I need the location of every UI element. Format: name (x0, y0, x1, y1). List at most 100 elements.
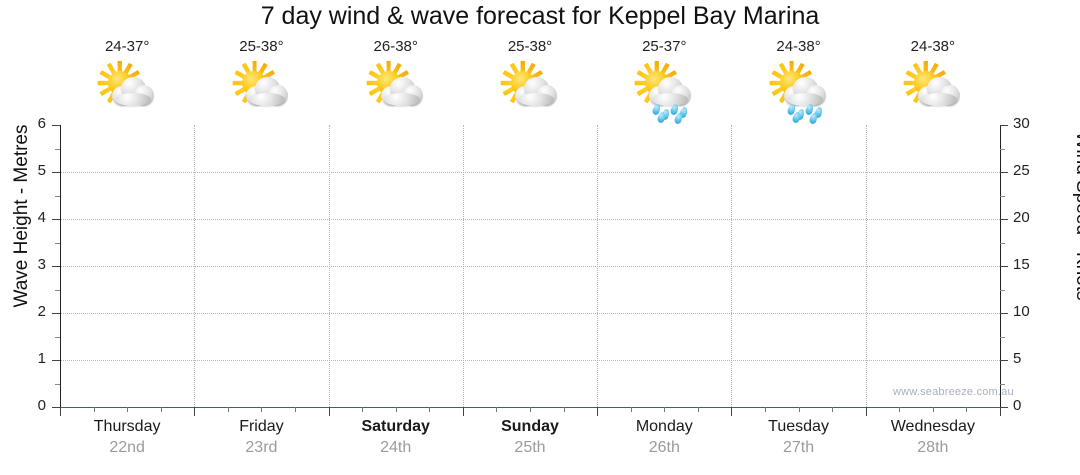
right-minor-tick (1000, 242, 1005, 244)
x-minor-tick (563, 407, 565, 412)
x-minor-tick (295, 407, 296, 412)
cloud-icon (112, 77, 155, 107)
x-minor-tick (966, 407, 968, 412)
right-tick-label: 5 (1013, 350, 1022, 367)
right-tick-label: 10 (1013, 303, 1030, 320)
day-header-monday: 25-37° (604, 38, 724, 130)
day-name: Friday (239, 418, 284, 435)
gridline-horizontal (60, 360, 1000, 361)
x-minor-tick (362, 407, 364, 412)
right-minor-tick (1000, 383, 1005, 385)
left-axis-line (60, 125, 61, 407)
day-name: Monday (635, 418, 693, 435)
x-minor-tick (697, 407, 699, 412)
x-day-boundary-tick (1000, 407, 1001, 416)
day-header-sunday: 25-38° (470, 38, 590, 130)
right-tick (1000, 266, 1008, 267)
x-day-boundary-tick (731, 407, 733, 416)
right-minor-tick (1000, 195, 1005, 197)
day-date: 22nd (109, 439, 145, 456)
right-tick-label: 25 (1013, 162, 1030, 179)
left-minor-tick (55, 383, 60, 385)
day-header-saturday: 26-38° (336, 38, 456, 130)
day-label-friday: Friday 23rd (191, 416, 331, 468)
right-tick (1000, 219, 1008, 220)
left-tick-label: 6 (37, 115, 46, 132)
x-day-boundary-tick (60, 407, 61, 416)
right-tick (1000, 407, 1008, 408)
right-tick-label: 0 (1013, 397, 1022, 414)
gridline-horizontal (60, 219, 1000, 220)
x-minor-tick (160, 407, 162, 412)
gridline-vertical (865, 125, 867, 407)
day-name: Thursday (93, 418, 161, 435)
x-day-boundary-tick (597, 407, 599, 416)
x-day-boundary-tick (462, 407, 464, 416)
left-minor-tick (55, 242, 60, 244)
forecast-plot-area (60, 125, 1000, 407)
x-day-boundary-tick (328, 407, 330, 416)
day-name: Tuesday (768, 418, 829, 435)
watermark: www.seabreeze.com.au (893, 386, 1014, 398)
x-minor-tick (832, 407, 834, 412)
x-minor-tick (664, 407, 666, 412)
right-tick (1000, 313, 1008, 314)
day-date: 25th (514, 439, 546, 456)
cloud-icon (380, 77, 423, 107)
left-tick-label: 0 (37, 397, 46, 414)
day-label-thursday: Thursday 22nd (57, 416, 197, 468)
x-minor-tick (899, 407, 901, 412)
day-name: Saturday (361, 418, 430, 435)
x-minor-tick (429, 407, 431, 412)
day-header-tuesday: 24-38° (739, 38, 859, 130)
left-tick (52, 219, 60, 220)
left-minor-tick (55, 148, 60, 150)
sun-behind-cloud-rain-icon (767, 60, 831, 125)
day-date: 24th (380, 439, 412, 456)
day-date: 28th (917, 439, 949, 456)
cloud-icon (515, 77, 557, 107)
left-tick-label: 3 (37, 256, 46, 273)
x-day-boundary-tick (865, 407, 867, 416)
left-minor-tick (55, 195, 60, 197)
right-tick (1000, 125, 1008, 126)
day-label-tuesday: Tuesday 27th (729, 416, 869, 468)
left-minor-tick (55, 336, 60, 338)
left-tick-label: 2 (37, 303, 46, 320)
day-header-wednesday: 24-38° (873, 38, 993, 130)
gridline-horizontal (60, 266, 1000, 267)
gridline-vertical (731, 125, 733, 407)
temperature-range: 26-38° (373, 38, 418, 55)
x-minor-tick (127, 407, 129, 412)
day-name: Wednesday (890, 418, 975, 435)
left-tick-label: 5 (37, 162, 46, 179)
right-minor-tick (1000, 289, 1005, 291)
gridline-vertical (194, 125, 196, 407)
cloud-icon (783, 77, 826, 107)
right-minor-tick (1000, 148, 1005, 150)
x-minor-tick (530, 407, 531, 412)
left-tick (52, 360, 60, 361)
gridline-vertical (597, 125, 599, 407)
x-minor-tick (496, 407, 498, 412)
day-date: 26th (648, 439, 680, 456)
left-tick (52, 172, 60, 173)
sun-behind-cloud-icon (901, 60, 965, 120)
left-tick (52, 125, 60, 126)
sun-behind-cloud-icon (498, 60, 562, 120)
day-label-monday: Monday 26th (594, 416, 734, 468)
temperature-range: 25-38° (239, 38, 284, 55)
cloud-icon (246, 77, 289, 107)
day-label-wednesday: Wednesday 28th (863, 416, 1003, 468)
x-minor-tick (261, 407, 263, 412)
right-minor-tick (1000, 336, 1005, 338)
right-tick (1000, 360, 1008, 361)
right-tick-label: 20 (1013, 209, 1030, 226)
right-tick-label: 15 (1013, 256, 1030, 273)
x-minor-tick (93, 407, 95, 412)
temperature-range: 25-37° (642, 38, 687, 55)
x-day-boundary-tick (194, 407, 196, 416)
left-axis-title: Wave Height - Metres (11, 124, 32, 308)
x-minor-tick (395, 407, 397, 412)
gridline-horizontal (60, 313, 1000, 314)
